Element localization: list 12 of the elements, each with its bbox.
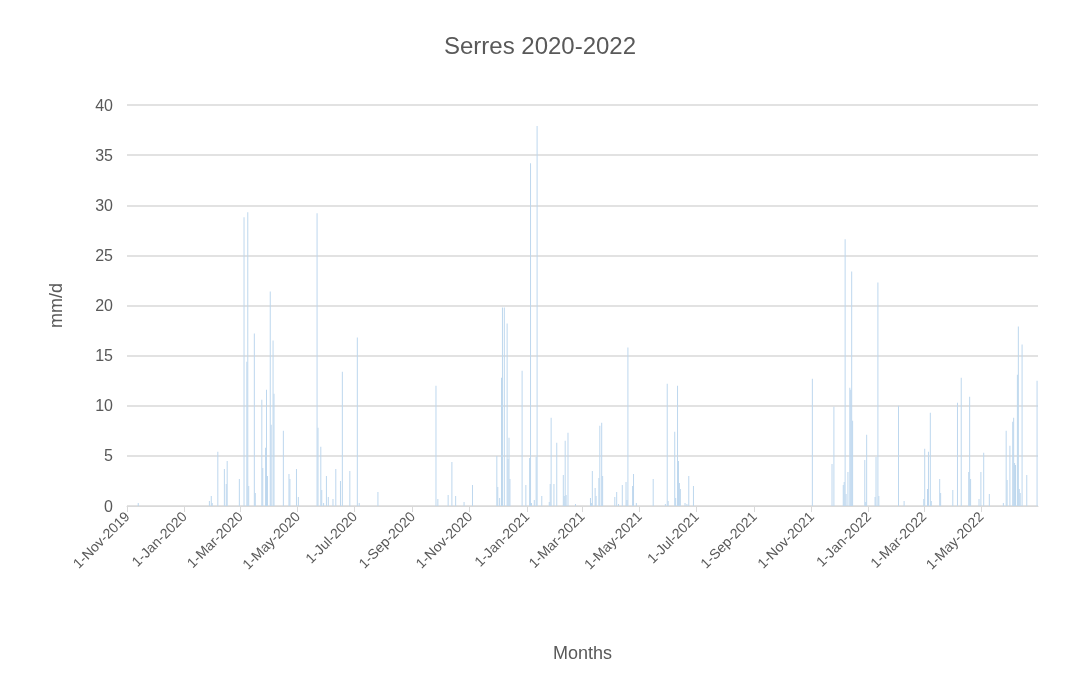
y-tick-label: 40: [95, 96, 114, 114]
x-axis-title: Months: [552, 643, 613, 663]
y-axis-title: mm/d: [46, 283, 66, 328]
y-tick-label: 0: [104, 497, 114, 515]
chart-title: Serres 2020-2022: [443, 31, 637, 59]
y-tick-label: 35: [95, 146, 114, 164]
y-tick-label: 25: [95, 246, 114, 264]
y-tick-label: 30: [95, 196, 114, 214]
y-tick-label: 20: [95, 297, 114, 314]
y-tick-label: 15: [95, 347, 114, 365]
y-tick-label: 10: [95, 397, 114, 415]
y-tick-label: 5: [104, 447, 114, 465]
